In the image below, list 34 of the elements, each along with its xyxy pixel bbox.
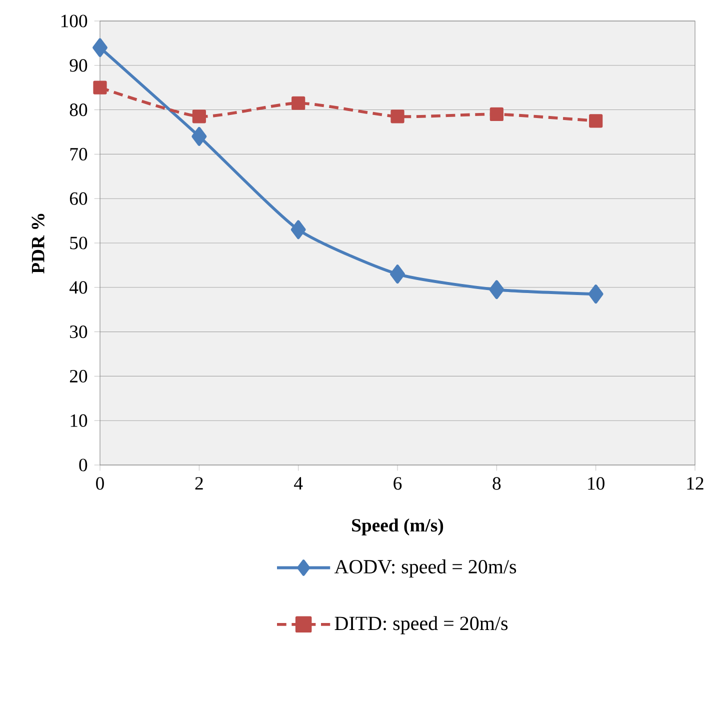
- y-tick-label: 50: [70, 236, 88, 250]
- legend-label: AODV: speed = 20m/s: [334, 559, 516, 578]
- point: [290, 220, 306, 240]
- y-tick-label: 100: [61, 14, 88, 28]
- point: [390, 264, 405, 284]
- point: [489, 280, 504, 300]
- y-tick-label: 90: [70, 59, 88, 72]
- y-tick-label: 60: [70, 192, 88, 205]
- legend-label: DITD: speed = 20m/s: [334, 616, 508, 634]
- y-tick-label: 40: [70, 281, 88, 294]
- x-tick-label: 2: [195, 477, 203, 490]
- y-tick-label: 30: [70, 325, 88, 338]
- y-tick-label: 80: [70, 103, 88, 116]
- point: [588, 284, 604, 304]
- point: [192, 110, 206, 124]
- x-tick-label: 0: [96, 477, 104, 490]
- x-tick-label: 8: [492, 477, 501, 490]
- point: [589, 114, 603, 128]
- point: [292, 96, 306, 110]
- x-tick-label: 6: [394, 477, 402, 490]
- point: [192, 126, 207, 146]
- y-axis-title: PDR %: [32, 214, 44, 274]
- y-tick-label: 70: [70, 148, 88, 160]
- point: [93, 80, 107, 94]
- x-tick-label: 10: [588, 477, 604, 490]
- y-tick-label: 0: [79, 458, 88, 472]
- y-tick-label: 20: [70, 370, 88, 382]
- x-axis-title: Speed (m/s): [352, 518, 444, 536]
- x-tick-label: 4: [294, 477, 303, 490]
- point: [390, 110, 404, 124]
- y-tick-label: 10: [70, 414, 88, 427]
- point: [490, 107, 504, 122]
- x-tick-label: 12: [687, 477, 704, 490]
- point: [92, 38, 108, 58]
